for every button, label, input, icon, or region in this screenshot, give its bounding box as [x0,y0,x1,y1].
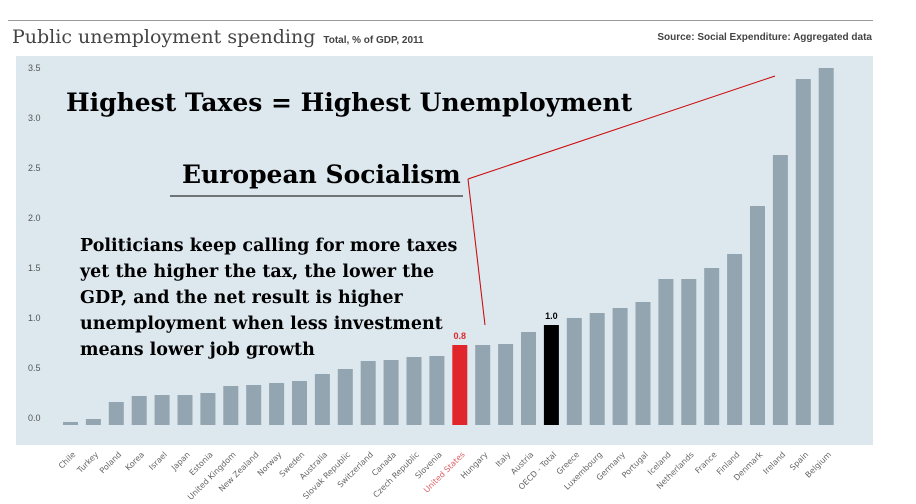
x-tick-label: Israel [147,450,169,472]
bar-greece [566,318,582,425]
data-label: 0.8 [454,331,467,341]
bar-poland [108,402,124,425]
bar-oecd-total [543,325,559,425]
chart-title: Public unemployment spending Total, % of … [12,26,424,48]
y-tick-label: 2.5 [28,163,41,173]
y-tick-label: 3.0 [28,113,41,123]
bar-hungary [475,345,491,425]
european-socialism-label: European Socialism [182,160,461,189]
bar-slovenia [429,356,445,425]
headline-annotation: Highest Taxes = Highest Unemployment [66,88,633,117]
bar-ireland [772,155,788,425]
bar-korea [131,396,147,425]
bar-new-zealand [246,385,262,425]
y-tick-label: 0.5 [28,363,41,373]
bar-norway [269,383,285,425]
y-tick-label: 3.5 [28,63,41,73]
bar-belgium [818,68,834,425]
bar-chile [63,422,78,425]
source-note: Source: Social Expenditure: Aggregated d… [657,32,872,43]
chart-subtitle: Total, % of GDP, 2011 [323,35,424,46]
bar-japan [177,395,193,425]
bar-sweden [292,381,307,425]
top-rule [8,20,873,21]
bar-spain [795,79,811,425]
bar-germany [612,308,628,425]
title-text: Public unemployment spending [12,26,316,48]
bar-canada [383,360,399,425]
bar-united-states [452,345,468,425]
bar-finland [727,254,743,425]
x-tick-label: Turkey [75,450,101,476]
bar-italy [498,344,514,425]
bar-france [704,268,720,425]
data-label: 1.0 [545,311,558,321]
body-annotation: Politicians keep calling for more taxes … [80,236,458,360]
bar-luxembourg [589,313,605,425]
bar-netherlands [681,279,697,425]
bar-iceland [658,279,674,425]
bar-switzerland [360,361,376,425]
bar-czech-republic [406,357,422,425]
annotation-line-to-us [467,178,486,326]
y-tick-label: 2.0 [28,213,41,223]
bar-portugal [635,302,651,425]
bar-austria [521,332,536,425]
bar-estonia [200,393,216,425]
bar-australia [314,374,330,425]
bar-slovak-republic [337,369,353,425]
bar-turkey [85,419,101,425]
y-tick-label: 1.0 [28,313,41,323]
x-tick-label: Poland [98,450,123,475]
x-tick-label: Chile [57,450,78,471]
x-tick-label: Italy [494,450,513,469]
y-tick-label: 1.5 [28,263,41,273]
bar-denmark [750,206,765,425]
x-tick-label: Ireland [761,450,787,476]
bar-israel [154,395,170,425]
annotation-line-to-belgium [467,75,776,180]
y-tick-label: 0.0 [28,413,41,423]
bar-united-kingdom [223,386,239,425]
x-tick-label: Korea [124,450,146,472]
